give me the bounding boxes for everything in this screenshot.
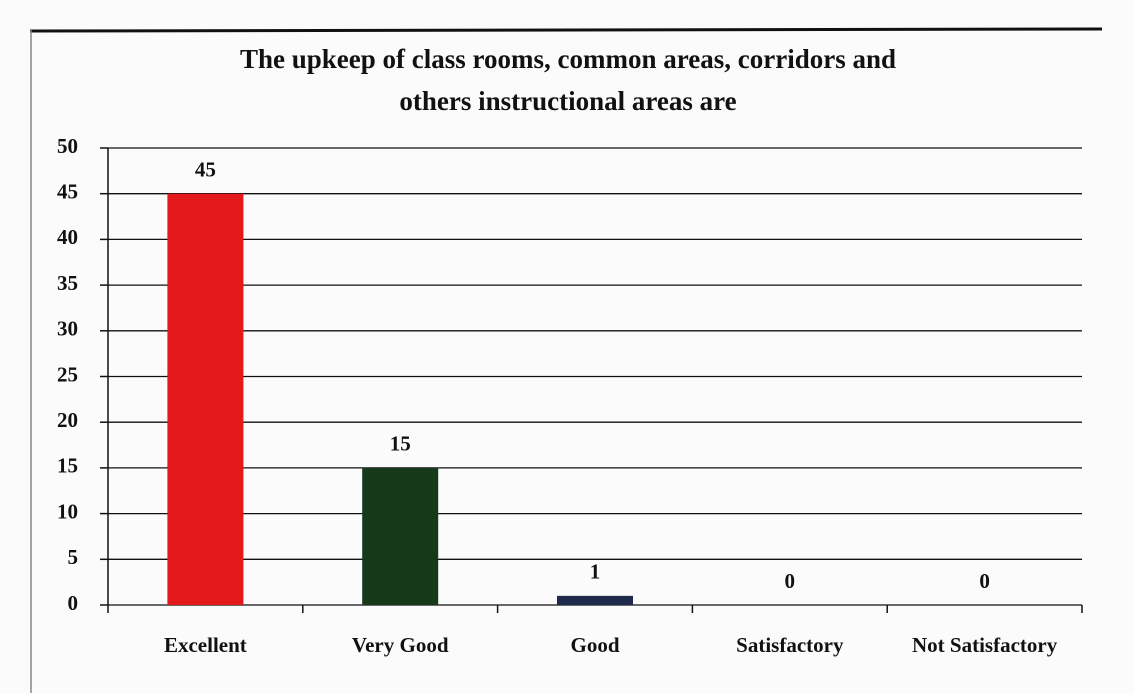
data-label: 1 bbox=[590, 560, 601, 584]
y-tick-label: 35 bbox=[57, 271, 78, 295]
bar bbox=[167, 193, 244, 605]
frame-top bbox=[29, 27, 1103, 33]
y-tick-label: 20 bbox=[57, 408, 78, 432]
data-label: 45 bbox=[195, 158, 216, 182]
chart-title: The upkeep of class rooms, common areas,… bbox=[240, 44, 896, 74]
bar bbox=[362, 467, 439, 605]
bar bbox=[557, 595, 633, 605]
data-label: 15 bbox=[390, 432, 411, 456]
x-tick-label: Very Good bbox=[352, 633, 449, 657]
y-tick-label: 5 bbox=[68, 545, 79, 569]
y-tick-label: 50 bbox=[57, 134, 78, 158]
y-tick-label: 10 bbox=[57, 499, 78, 523]
chart-title: others instructional areas are bbox=[399, 86, 736, 116]
x-tick-label: Not Satisfactory bbox=[912, 633, 1058, 657]
y-tick-label: 25 bbox=[57, 362, 78, 386]
y-tick-label: 15 bbox=[57, 454, 78, 478]
y-tick-label: 40 bbox=[57, 225, 78, 249]
y-tick-label: 45 bbox=[57, 180, 78, 204]
x-tick-label: Excellent bbox=[164, 633, 247, 657]
data-label: 0 bbox=[785, 569, 796, 593]
y-tick-label: 0 bbox=[68, 591, 79, 615]
x-tick-label: Satisfactory bbox=[736, 633, 844, 657]
data-label: 0 bbox=[979, 569, 990, 593]
x-tick-label: Good bbox=[570, 633, 619, 657]
y-tick-label: 30 bbox=[57, 317, 78, 341]
